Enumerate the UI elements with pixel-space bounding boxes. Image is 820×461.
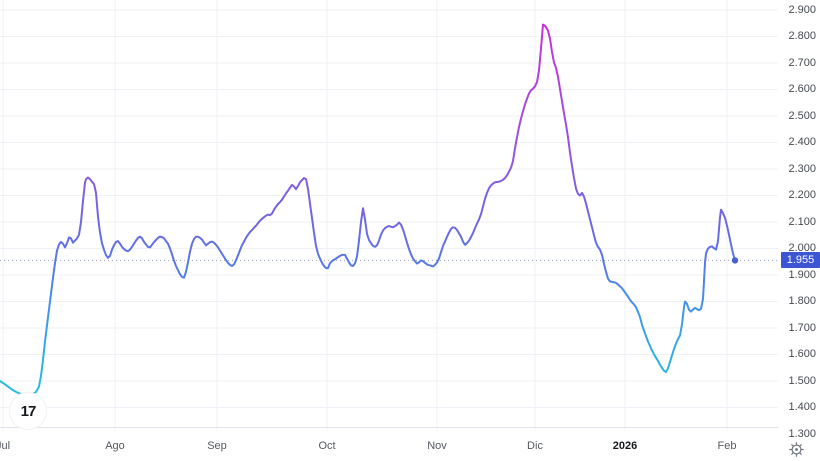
gear-icon xyxy=(788,441,804,457)
price-axis[interactable]: 1.955 2.900 2.800 2.700 2.600 2.500 2.400 2.30… xyxy=(778,0,820,461)
y-axis-tick-label: 2.000 xyxy=(788,242,816,254)
y-axis-tick-label: 2.200 xyxy=(788,189,816,201)
y-axis-tick-label: 2.700 xyxy=(788,56,816,69)
y-axis-tick-label: 1.300 xyxy=(788,427,816,440)
time-axis[interactable]: Jul Ago Sep Oct Nov Dic 2026 Feb xyxy=(0,427,820,461)
last-point-dot xyxy=(731,257,739,264)
tradingview-logo[interactable]: 17 xyxy=(9,392,47,430)
y-axis-tick-label: 1.700 xyxy=(788,321,816,334)
axis-settings-button[interactable] xyxy=(786,440,806,458)
y-axis-tick-label: 1.500 xyxy=(788,374,816,387)
x-axis-tick-label: Feb xyxy=(717,440,737,452)
y-axis-tick-label: 1.800 xyxy=(788,295,816,307)
time-axis-separator xyxy=(0,427,778,428)
x-axis-tick-label: Ago xyxy=(105,440,125,452)
x-axis-tick-label: Dic xyxy=(527,440,543,452)
x-axis-tick-label: Jul xyxy=(0,440,11,452)
y-axis-tick-label: 2.900 xyxy=(788,3,816,16)
y-axis-tick-label: 2.100 xyxy=(788,215,816,228)
y-axis-tick-label: 1.600 xyxy=(788,348,816,360)
y-axis-tick-label: 1.400 xyxy=(788,401,816,413)
y-axis-tick-label: 2.800 xyxy=(788,30,816,42)
x-axis-tick-label: Oct xyxy=(318,440,336,452)
x-axis-tick-label: Nov xyxy=(427,440,447,452)
price-line xyxy=(0,23,736,397)
y-axis-tick-label: 1.900 xyxy=(788,268,816,281)
y-axis-tick-label: 2.300 xyxy=(788,162,816,175)
y-axis-tick-label: 2.500 xyxy=(788,109,816,122)
y-axis-tick-label: 2.600 xyxy=(788,83,816,95)
last-price-badge: 1.955 xyxy=(781,252,820,269)
tradingview-logo-glyph: 17 xyxy=(20,402,37,420)
y-axis-tick-label: 2.400 xyxy=(788,136,816,148)
x-axis-tick-label: Sep xyxy=(207,440,227,452)
x-axis-tick-label: 2026 xyxy=(612,440,638,452)
